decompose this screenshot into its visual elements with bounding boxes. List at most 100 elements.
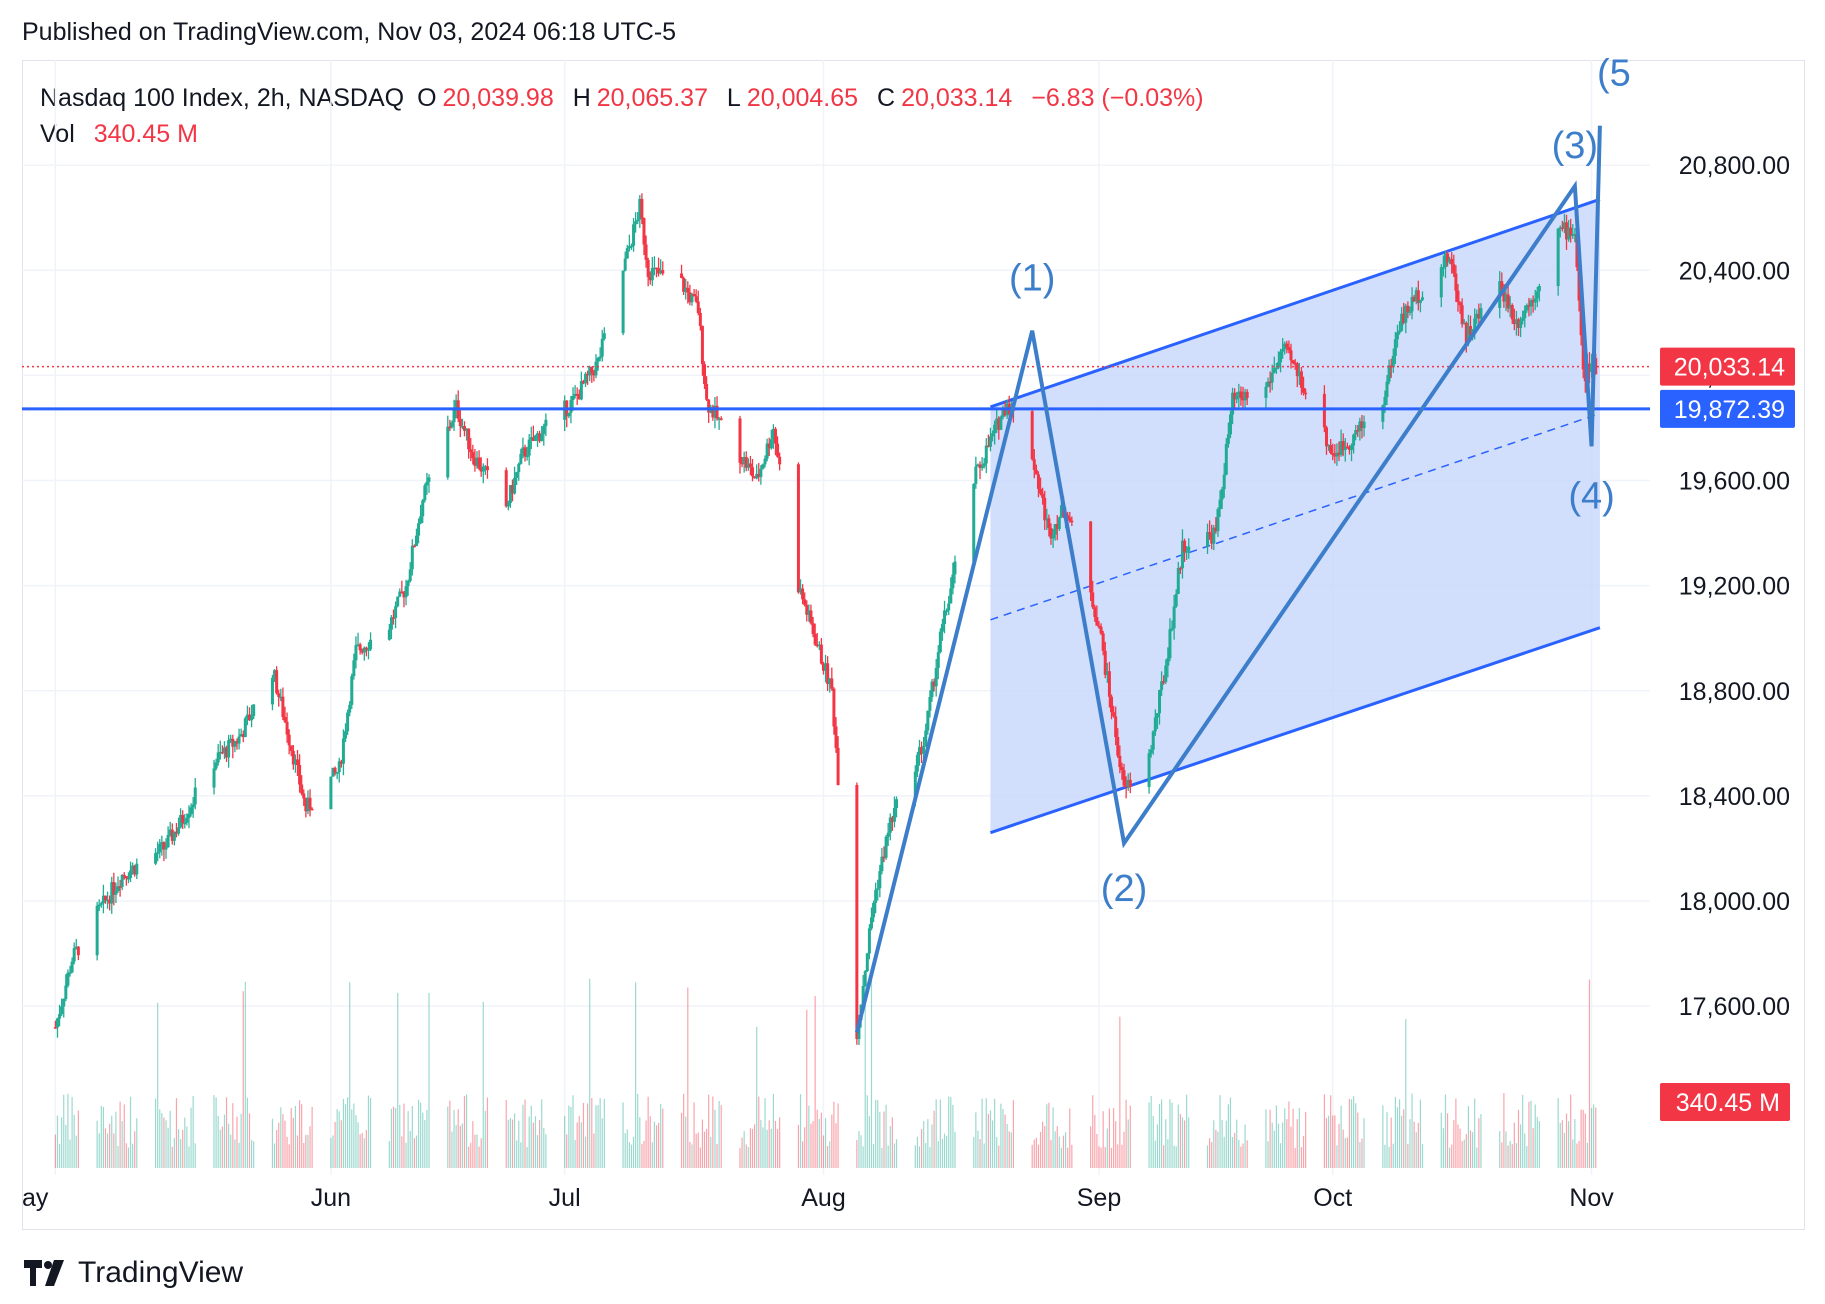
candle-body	[981, 466, 984, 468]
candle-body	[801, 589, 804, 600]
candle-body	[1534, 299, 1537, 303]
candle-body	[415, 536, 418, 546]
candle-body	[1152, 731, 1155, 749]
candle-body	[951, 574, 954, 588]
price-tick-label: 20,800.00	[1679, 152, 1790, 180]
candle-body	[1275, 368, 1278, 370]
time-tick-label: Nov	[1569, 1184, 1614, 1212]
candle-body	[880, 857, 883, 871]
candle-body	[876, 888, 879, 890]
candle-body	[423, 485, 426, 500]
candle-body	[469, 449, 472, 452]
candle-body	[407, 581, 410, 586]
candle-body	[1219, 500, 1222, 509]
candle-body	[302, 793, 305, 798]
candle-body	[680, 273, 683, 277]
candle-body	[336, 772, 339, 774]
candle-body	[943, 610, 946, 624]
candle-body	[855, 785, 858, 1039]
candle-body	[935, 668, 938, 686]
candle-body	[348, 705, 351, 713]
candle-body	[701, 326, 704, 364]
candle-body	[1179, 568, 1182, 570]
candle-body	[213, 768, 216, 787]
candle-body	[622, 271, 625, 334]
candle-body	[1033, 459, 1036, 470]
candle-body	[1047, 518, 1050, 528]
candle-body	[156, 852, 159, 854]
candle-body	[421, 500, 424, 516]
candle-body	[567, 413, 570, 416]
candle-body	[300, 785, 303, 794]
candle-body	[1177, 568, 1180, 594]
candle-body	[1388, 365, 1391, 381]
candle-body	[1352, 435, 1355, 446]
candle-body	[1281, 349, 1284, 352]
price-tick-label: 18,800.00	[1679, 678, 1790, 706]
candle-body	[645, 245, 648, 260]
candle-body	[1454, 273, 1457, 290]
candle-body	[394, 606, 397, 618]
candle-body	[283, 717, 286, 722]
candle-body	[419, 516, 422, 523]
candle-body	[411, 546, 414, 570]
candle-body	[937, 652, 940, 668]
candle-body	[1452, 264, 1455, 273]
candle-body	[1239, 392, 1242, 399]
candle-body	[803, 599, 806, 605]
price-tick-label: 19,600.00	[1679, 468, 1790, 496]
candle-body	[252, 704, 255, 716]
candle-body	[367, 649, 370, 651]
candle-body	[1304, 393, 1307, 395]
candle-body	[878, 871, 881, 888]
tradingview-logo-icon	[24, 1260, 68, 1286]
candle-body	[749, 463, 752, 467]
candle-body	[949, 588, 952, 603]
tradingview-footer[interactable]: TradingView	[24, 1256, 243, 1290]
candle-body	[924, 731, 927, 746]
candle-body	[1225, 444, 1228, 475]
candle-body	[1223, 475, 1226, 489]
candle-body	[125, 876, 128, 878]
time-tick-label: ay	[22, 1184, 49, 1212]
candle-body	[296, 759, 299, 765]
candle-body	[661, 270, 664, 273]
candle-body	[244, 718, 247, 737]
candle-body	[215, 762, 218, 768]
candle-body	[1154, 717, 1157, 731]
candle-body	[985, 446, 988, 464]
candle-body	[832, 689, 835, 727]
candle-body	[534, 436, 537, 441]
last-price-tag-label: 20,033.14	[1674, 354, 1785, 382]
candle-body	[98, 905, 101, 907]
candle-body	[759, 469, 762, 477]
candle-body	[720, 418, 723, 420]
candle-body	[1058, 518, 1061, 529]
candle-body	[1108, 671, 1111, 696]
wave-label: (1)	[1009, 258, 1055, 300]
candle-body	[1043, 498, 1046, 520]
candle-body	[405, 586, 408, 597]
candle-body	[1479, 308, 1482, 319]
candle-body	[1110, 697, 1113, 712]
time-tick-label: Oct	[1313, 1184, 1352, 1212]
candle-body	[1168, 629, 1171, 658]
candle-body	[540, 434, 543, 441]
time-tick-label: Sep	[1077, 1184, 1121, 1212]
candle-body	[346, 713, 349, 732]
candle-body	[1227, 434, 1230, 444]
candle-body	[1350, 446, 1353, 450]
candle-body	[1363, 422, 1366, 428]
candle-body	[471, 452, 474, 458]
candle-body	[417, 523, 420, 535]
candle-body	[1221, 489, 1224, 500]
candle-body	[135, 864, 138, 875]
candle-body	[1173, 607, 1176, 629]
candle-body	[1229, 415, 1232, 435]
candle-body	[1175, 594, 1178, 607]
candle-body	[309, 798, 312, 809]
candle-body	[770, 439, 773, 448]
candle-body	[342, 739, 345, 764]
price-tick-label: 20,400.00	[1679, 257, 1790, 285]
